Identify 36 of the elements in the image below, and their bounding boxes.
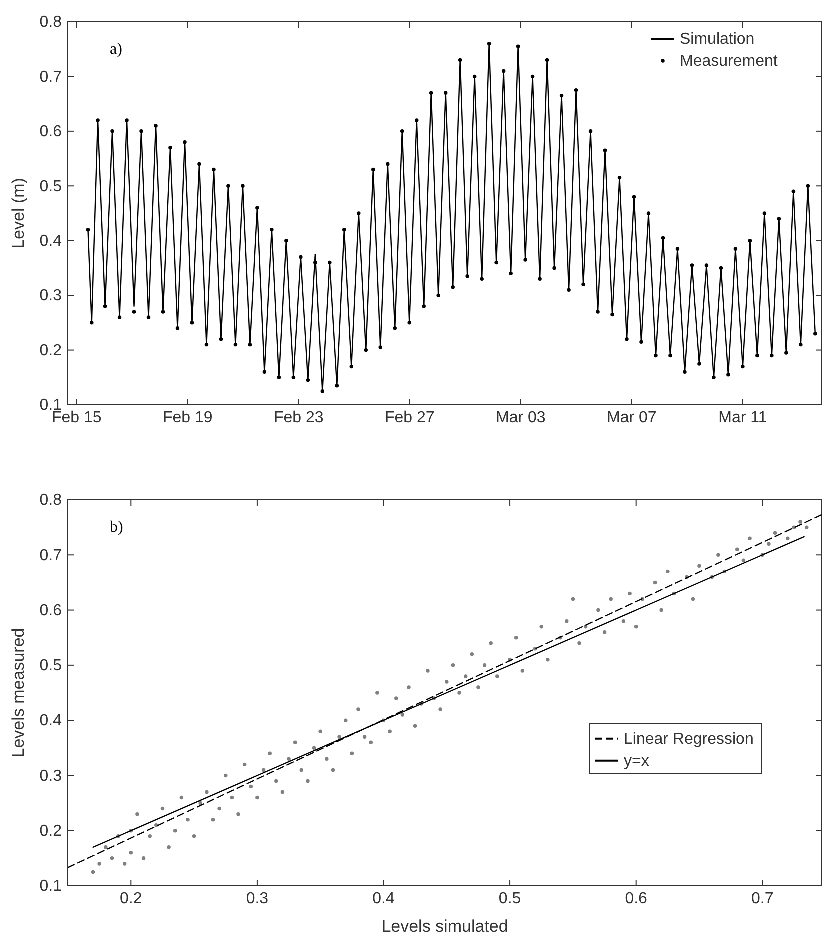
legend-label: Linear Regression (624, 730, 754, 748)
x-tick-label: 0.5 (498, 890, 522, 908)
x-tick-label: 0.2 (120, 890, 142, 908)
annotation: a) (110, 41, 122, 58)
x-axis-title: Levels simulated (382, 917, 508, 936)
y-tick-label: 0.7 (40, 68, 62, 86)
y-tick-label: 0.8 (40, 492, 62, 510)
y-tick-label: 0.4 (40, 712, 62, 730)
legend-label: Simulation (680, 31, 755, 48)
y-tick-label: 0.3 (40, 768, 62, 785)
y-tick-label: 0.3 (40, 288, 62, 305)
y-tick-label: 0.5 (40, 658, 62, 675)
legend-label: y=x (624, 752, 650, 770)
y-tick-label: 0.6 (40, 602, 62, 620)
x-tick-label: Mar 03 (496, 409, 546, 426)
y-tick-label: 0.7 (40, 547, 62, 564)
y-tick-label: 0.4 (40, 232, 62, 250)
y-axis-title: Level (m) (9, 178, 28, 249)
legend-label: Measurement (680, 53, 778, 70)
x-tick-label: Feb 19 (162, 409, 213, 426)
y-tick-label: 0.1 (40, 878, 62, 896)
x-tick-label: Mar 11 (718, 409, 768, 426)
x-tick-label: Feb 23 (274, 409, 324, 426)
y-tick-label: 0.2 (40, 822, 62, 840)
y-tick-label: 0.8 (40, 14, 62, 32)
x-tick-label: 0.4 (372, 890, 395, 908)
x-tick-label: 0.6 (625, 890, 648, 908)
x-tick-label: 0.7 (752, 890, 774, 908)
y-tick-label: 0.6 (40, 124, 62, 141)
y-tick-label: 0.2 (40, 342, 62, 360)
y-axis-title: Levels measured (9, 628, 28, 758)
x-tick-label: 0.3 (246, 890, 269, 908)
x-tick-label: Mar 07 (607, 409, 657, 426)
annotation: b) (110, 519, 124, 536)
x-tick-label: Feb 27 (384, 409, 435, 426)
y-tick-label: 0.5 (40, 178, 62, 196)
